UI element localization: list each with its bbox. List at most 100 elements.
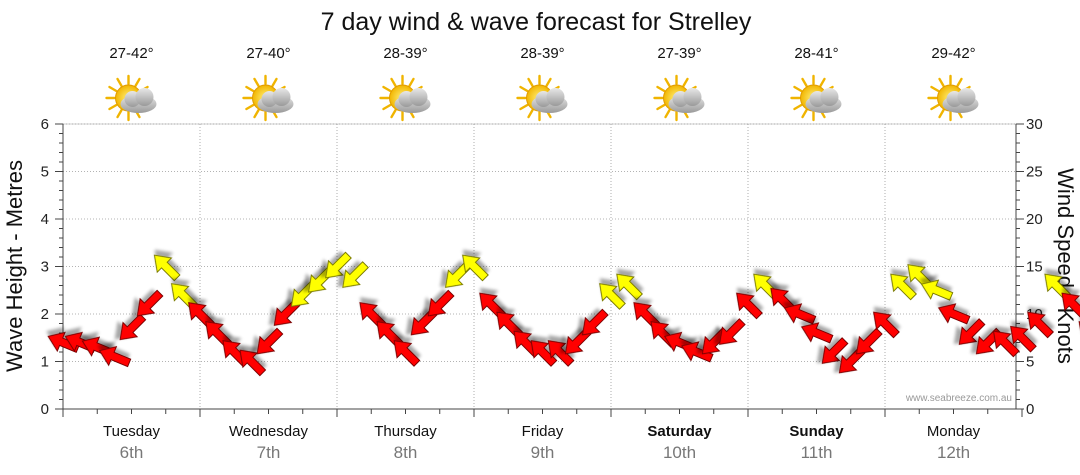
sun-ray xyxy=(819,77,826,88)
right-axis-label: Wind Speed - Knots xyxy=(1053,168,1078,364)
wind-arrow xyxy=(547,340,575,367)
chart-title: 7 day wind & wave forecast for Strelley xyxy=(321,8,752,36)
temperature-label: 27-42° xyxy=(109,45,153,62)
cloud-puff xyxy=(409,88,428,106)
temperature-label: 28-41° xyxy=(794,45,838,62)
left-tick-label: 0 xyxy=(41,401,49,418)
sun-ray xyxy=(134,77,141,88)
wind-arrow xyxy=(427,289,455,317)
wind-arrow xyxy=(783,303,817,325)
right-tick-label: 20 xyxy=(1026,211,1043,228)
cloud-puff xyxy=(135,88,154,106)
cloud-shape xyxy=(120,88,157,113)
day-name-label: Thursday xyxy=(374,423,437,440)
day-date-label: 7th xyxy=(257,443,281,462)
left-tick-label: 1 xyxy=(41,354,49,371)
cloud-puff xyxy=(957,88,976,106)
wind-arrow xyxy=(855,327,883,355)
right-tick-label: 15 xyxy=(1026,259,1043,276)
sun-ray xyxy=(519,85,529,93)
partly-cloudy-icon xyxy=(653,74,705,122)
partly-cloudy-icon xyxy=(105,74,157,122)
sun-ray xyxy=(382,85,392,93)
day-date-label: 8th xyxy=(394,443,418,462)
partly-cloudy-icon xyxy=(927,74,979,122)
sun-ray xyxy=(801,77,808,88)
cloud-puff xyxy=(272,88,291,106)
sun-ray xyxy=(390,108,397,119)
partly-cloudy-icon xyxy=(790,74,842,122)
day-date-label: 10th xyxy=(663,443,696,462)
sun-ray xyxy=(408,77,415,88)
wind-arrows xyxy=(47,251,1080,377)
partly-cloudy-icon xyxy=(379,74,431,122)
day-name-label: Monday xyxy=(927,423,981,440)
wind-arrow xyxy=(873,311,900,339)
sun-ray xyxy=(930,85,940,93)
sun-ray xyxy=(527,108,534,119)
sun-ray xyxy=(245,85,255,93)
left-axis-ticks: 0 1 2 3 4 5 6 xyxy=(41,116,63,418)
sun-ray xyxy=(656,103,666,111)
sun-ray xyxy=(245,103,255,111)
wind-arrow xyxy=(937,303,971,325)
wind-arrow xyxy=(736,292,763,320)
sun-ray xyxy=(108,103,118,111)
sun-ray xyxy=(108,85,118,93)
wind-arrow xyxy=(1027,311,1054,339)
day-name-label: Sunday xyxy=(789,423,844,440)
wind-arrow xyxy=(462,254,489,282)
cloud-puff xyxy=(683,88,702,106)
left-tick-label: 5 xyxy=(41,164,49,181)
wind-arrow xyxy=(342,261,369,288)
left-tick-label: 3 xyxy=(41,259,49,276)
wind-arrow xyxy=(1061,292,1080,320)
sun-ray xyxy=(801,108,808,119)
cloud-shape xyxy=(394,88,431,113)
wind-arrow xyxy=(1010,325,1037,353)
sun-ray xyxy=(956,77,963,88)
wind-arrow xyxy=(718,318,746,345)
wind-arrow xyxy=(256,327,284,355)
cloud-shape xyxy=(805,88,842,113)
day-date-label: 9th xyxy=(531,443,555,462)
wind-arrow xyxy=(800,322,834,344)
day-name-label: Tuesday xyxy=(103,423,160,440)
sun-ray xyxy=(253,108,260,119)
sun-ray xyxy=(519,103,529,111)
left-tick-label: 2 xyxy=(41,306,49,323)
wind-arrow xyxy=(992,330,1020,358)
cloud-puff xyxy=(546,88,565,106)
weather-row: 27-42° 27-40° 28-39° 28-39° 27-39° 28-41° 29-4… xyxy=(105,45,979,122)
wind-arrow xyxy=(325,251,352,279)
right-tick-label: 25 xyxy=(1026,164,1043,181)
wind-arrow xyxy=(136,289,164,317)
sun-ray xyxy=(253,77,260,88)
left-axis-label: Wave Height - Metres xyxy=(2,160,27,372)
left-tick-label: 4 xyxy=(41,211,49,228)
day-name-label: Wednesday xyxy=(229,423,308,440)
day-name-label: Friday xyxy=(522,423,564,440)
sun-ray xyxy=(527,77,534,88)
sun-ray xyxy=(656,85,666,93)
sun-ray xyxy=(938,77,945,88)
cloud-shape xyxy=(668,88,705,113)
sun-ray xyxy=(664,77,671,88)
sun-ray xyxy=(116,108,123,119)
day-date-label: 12th xyxy=(937,443,970,462)
wind-arrow xyxy=(599,283,626,310)
sun-ray xyxy=(938,108,945,119)
wind-arrow xyxy=(98,346,132,368)
day-labels: Tuesday 6th Wednesday 7th Thursday 8th Friday 9… xyxy=(103,423,981,462)
wind-arrow xyxy=(821,337,849,364)
sun-ray xyxy=(793,103,803,111)
plot-area xyxy=(62,123,1017,410)
right-tick-label: 5 xyxy=(1026,354,1034,371)
wind-arrow xyxy=(681,341,714,363)
cloud-shape xyxy=(531,88,568,113)
sun-ray xyxy=(116,77,123,88)
sun-ray xyxy=(793,85,803,93)
day-name-label: Saturday xyxy=(647,423,712,440)
cloud-puff xyxy=(820,88,839,106)
cloud-shape xyxy=(942,88,979,113)
